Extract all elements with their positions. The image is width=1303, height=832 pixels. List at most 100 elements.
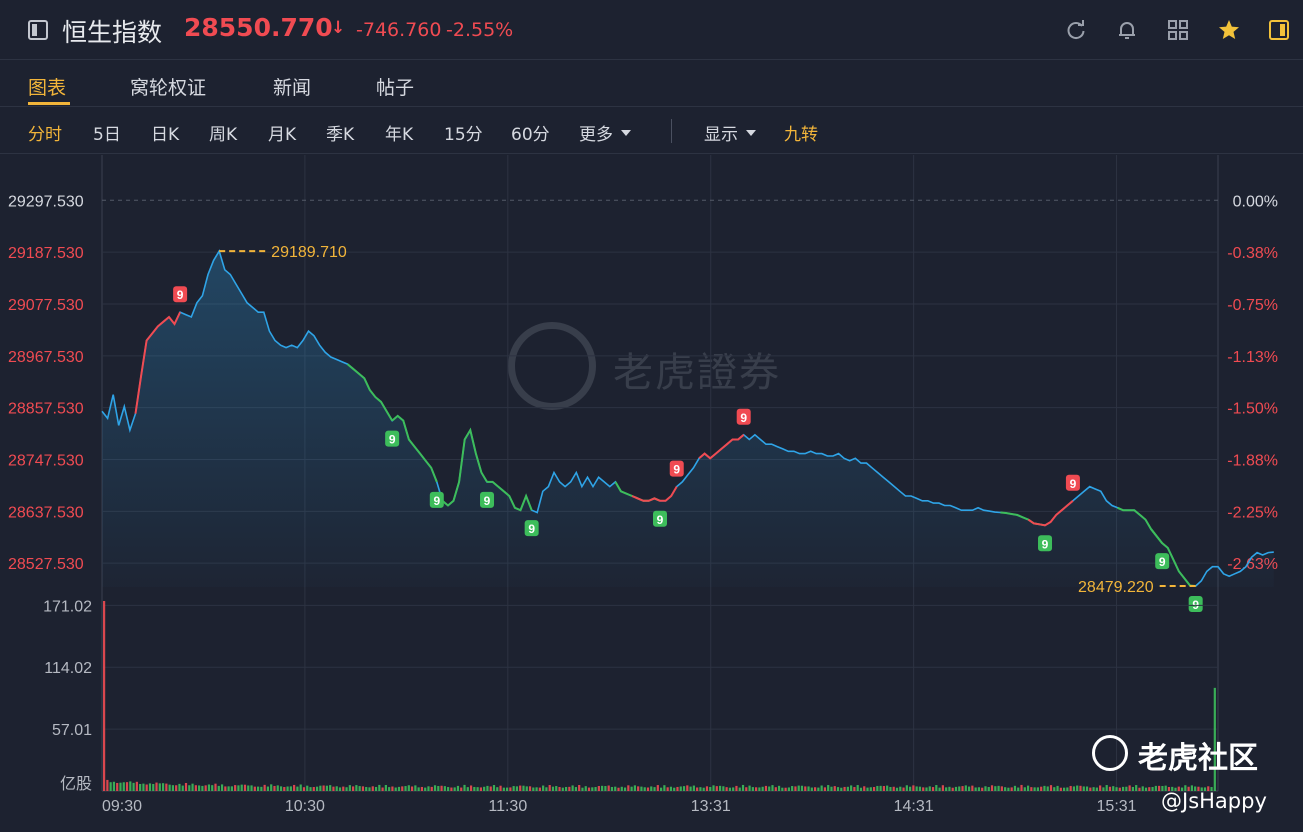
period-yearly[interactable]: 年K (385, 125, 414, 145)
refresh-icon[interactable] (1065, 19, 1087, 41)
volume-bar (486, 785, 489, 791)
volume-bar (872, 787, 876, 791)
volume-bar (220, 784, 224, 791)
tab-news[interactable]: 新闻 (273, 77, 312, 99)
index-title: 恒生指数 (62, 18, 163, 47)
volume-bar (1108, 786, 1112, 791)
volume-bar (869, 787, 872, 791)
volume-bar (460, 787, 463, 791)
volume-bar (660, 787, 663, 791)
x-tick-label: 09:30 (102, 798, 142, 815)
volume-bar (394, 787, 397, 791)
nine-turn-label: 9 (528, 522, 535, 536)
tab-posts[interactable]: 帖子 (376, 77, 415, 99)
volume-bar (1154, 785, 1157, 791)
nine-turn-badge (524, 520, 539, 537)
volume-bar (1158, 785, 1161, 791)
volume-bar (191, 783, 194, 791)
volume-bar (1112, 786, 1115, 791)
volume-bar (424, 787, 427, 791)
price-volume-svg[interactable]: 09:30 10:30 11:30 13:31 14:31 15:31 29297.530 0… (0, 155, 1303, 832)
percent-tick-label: 0.00% (1233, 193, 1278, 210)
toolbar-divider (671, 119, 672, 143)
content-tabs: 图表 窝轮权证 新闻 帖子 (0, 61, 1303, 107)
volume-bar (561, 787, 564, 791)
volume-bar (335, 786, 338, 791)
volume-bar (545, 787, 548, 791)
volume-bar (899, 786, 902, 791)
volume-bar (958, 786, 961, 791)
x-tick-label: 10:30 (285, 798, 325, 815)
panel-toggle-icon[interactable] (1268, 19, 1290, 41)
volume-bar (204, 785, 207, 791)
volume-bar (882, 786, 885, 791)
volume-bar (338, 787, 342, 791)
nine-turn-segment (698, 434, 745, 460)
volume-bar (1085, 786, 1089, 791)
volume-bar (289, 786, 292, 791)
volume-bar (365, 786, 368, 791)
volume-bar (954, 786, 958, 791)
volume-bar (564, 786, 568, 791)
volume-bar (538, 787, 541, 791)
volume-bar (198, 785, 201, 791)
volume-bar (732, 787, 735, 791)
volume-bar (116, 782, 119, 791)
volume-bar (755, 787, 758, 791)
volume-bar (964, 785, 967, 791)
volume-bar (466, 787, 469, 791)
nine-turn-badge (173, 286, 188, 303)
more-periods-dropdown[interactable]: 更多 (579, 120, 631, 145)
nine-turn-segment (391, 414, 438, 483)
volume-bar (1056, 785, 1059, 791)
volume-bar (1187, 786, 1190, 791)
tab-chart[interactable]: 图表 (28, 77, 67, 99)
period-15min[interactable]: 15分 (444, 125, 483, 145)
volume-bar (142, 783, 145, 791)
volume-bar (656, 785, 659, 791)
volume-bar (912, 785, 915, 791)
nine-turn-label: 9 (740, 411, 747, 425)
volume-bar (827, 785, 830, 791)
volume-bar (990, 785, 994, 791)
period-monthly[interactable]: 月K (268, 125, 297, 145)
nine-turn-toggle[interactable]: 九转 (784, 125, 818, 145)
volume-bar (352, 786, 355, 791)
period-60min[interactable]: 60分 (511, 125, 550, 145)
period-intraday[interactable]: 分时 (28, 125, 62, 145)
price-tick-label: 29077.530 (8, 297, 84, 314)
volume-bar (509, 787, 512, 791)
user-watermark: @JsHappy (1161, 789, 1267, 813)
bell-icon[interactable] (1116, 19, 1138, 41)
volume-bar (342, 786, 345, 791)
volume-bar (637, 786, 640, 791)
period-quarterly[interactable]: 季K (326, 125, 355, 145)
star-icon[interactable] (1218, 19, 1240, 41)
volume-bar (1020, 784, 1023, 791)
volume-bar (135, 781, 138, 791)
volume-bar (496, 787, 499, 791)
percent-tick-label: -1.13% (1227, 349, 1278, 366)
volume-bar (689, 786, 692, 791)
volume-bar (748, 785, 751, 791)
period-daily[interactable]: 日K (151, 125, 180, 145)
period-weekly[interactable]: 周K (209, 125, 238, 145)
sidebar-toggle-icon[interactable] (28, 20, 48, 40)
tab-warrants[interactable]: 窝轮权证 (130, 77, 207, 99)
volume-bar (165, 783, 168, 791)
period-5day[interactable]: 5日 (93, 125, 121, 145)
tiger-watermark: 老虎證券 (508, 322, 813, 412)
volume-bar (728, 787, 732, 791)
volume-bar (1004, 787, 1007, 791)
volume-bar (188, 785, 191, 791)
intraday-chart[interactable]: 老虎證券 09:30 10:30 11:30 13:31 14:31 15:31 29297… (0, 155, 1303, 832)
volume-bar (263, 784, 266, 791)
volume-bar (1059, 787, 1062, 791)
volume-bar (653, 787, 656, 791)
volume-bar (915, 786, 918, 791)
display-dropdown[interactable]: 显示 (704, 120, 756, 145)
volume-bar (702, 787, 705, 791)
grid-icon[interactable] (1167, 19, 1189, 41)
nine-turn-label: 9 (657, 513, 664, 527)
volume-bar (558, 787, 561, 791)
